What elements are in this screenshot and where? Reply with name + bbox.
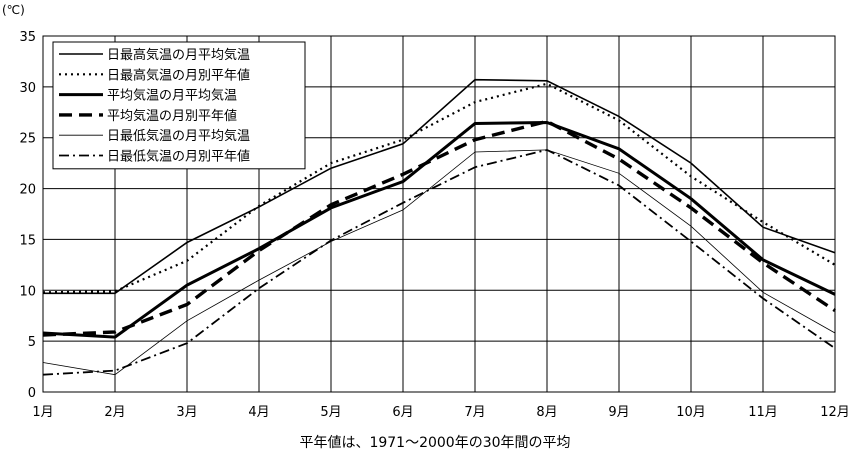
plot-area-border [42, 35, 836, 393]
axes: 0 5 10 15 20 25 30 35 1月 2月 3月 4月 5月 6月 7月 8月 9月 10月 11月 12… [19, 30, 849, 420]
legend-label: 日最高気温の月別平年値 [107, 67, 250, 83]
x-tick-label: 9月 [608, 405, 629, 420]
legend-box [52, 41, 306, 170]
series-lines [42, 78, 836, 376]
y-tick-label: 0 [28, 386, 36, 401]
series-line-3 [42, 120, 836, 339]
legend-label: 平均気温の月平均気温 [107, 88, 237, 104]
series-line-6 [42, 148, 836, 376]
x-tick-label: 10月 [676, 405, 706, 420]
y-tick-label: 5 [28, 335, 36, 350]
x-tick-label: 5月 [320, 405, 341, 420]
x-tick-label: 11月 [748, 405, 778, 420]
x-tick-label: 3月 [176, 405, 197, 420]
chart-footnote: 平年値は、1971～2000年の30年間の平均 [299, 435, 570, 451]
series-line-1 [43, 78, 836, 295]
y-tick-label: 35 [19, 30, 36, 45]
y-tick-label: 30 [19, 81, 36, 96]
y-tick-label: 20 [19, 183, 36, 198]
legend-label: 平均気温の月別平年値 [107, 108, 237, 124]
y-tick-label: 25 [19, 132, 36, 147]
legend-label: 日最高気温の月平均気温 [107, 47, 250, 63]
y-axis-unit-label: (℃) [2, 3, 25, 17]
legend-label: 日最低気温の月別平年値 [107, 149, 250, 165]
x-tick-label: 8月 [536, 405, 557, 420]
x-tick-label: 12月 [820, 405, 850, 420]
y-tick-label: 15 [19, 233, 36, 248]
x-tick-label: 7月 [464, 405, 485, 420]
y-tick-label: 10 [19, 284, 36, 299]
legend: 日最高気温の月平均気温日最高気温の月別平年値平均気温の月平均気温平均気温の月別平… [52, 41, 306, 170]
x-tick-label: 6月 [392, 405, 413, 420]
legend-label: 日最低気温の月平均気温 [107, 128, 250, 144]
series-line-4 [42, 119, 836, 337]
x-tick-label: 2月 [104, 405, 125, 420]
series-line-5 [42, 149, 836, 376]
x-tick-label: 4月 [248, 405, 269, 420]
x-tick-label: 1月 [32, 405, 53, 420]
